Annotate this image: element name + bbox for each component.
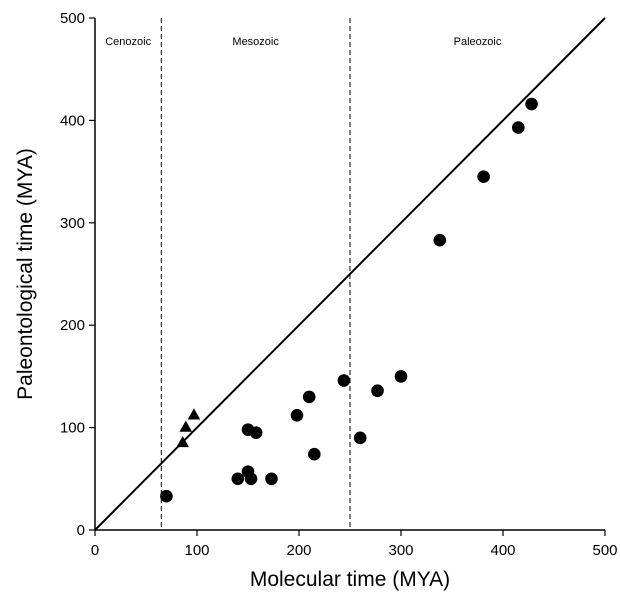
era-label: Mesozoic — [232, 36, 279, 48]
y-tick-label: 0 — [77, 522, 85, 539]
y-tick-label: 100 — [60, 420, 85, 437]
circle-point — [160, 489, 173, 503]
circle-point — [302, 390, 316, 404]
x-axis-title: Molecular time (MYA) — [250, 568, 450, 591]
x-tick-label: 300 — [388, 542, 413, 559]
circle-point — [525, 97, 538, 111]
data-points — [160, 97, 538, 503]
circle-point — [290, 409, 304, 422]
circle-point — [394, 370, 408, 383]
triangle-point — [187, 408, 201, 420]
x-tick-label: 200 — [286, 542, 311, 559]
x-tick-label: 400 — [490, 542, 515, 559]
x-axis-ticks: 0 100 200 300 400 500 — [91, 530, 618, 559]
circle-point — [249, 426, 263, 440]
era-label: Cenozoic — [105, 36, 151, 48]
y-tick-label: 400 — [60, 112, 85, 129]
triangle-point — [179, 420, 193, 432]
circle-point — [433, 233, 447, 247]
circle-point — [244, 472, 258, 486]
circle-point — [337, 374, 351, 387]
triangle-point — [176, 435, 190, 448]
x-tick-label: 0 — [91, 542, 99, 559]
y-tick-label: 500 — [60, 10, 85, 27]
circle-point — [265, 472, 278, 486]
circle-point — [308, 447, 321, 461]
circle-point — [231, 472, 245, 486]
era-label: Paleozoic — [454, 36, 502, 48]
circle-point — [353, 431, 367, 445]
circle-point — [371, 384, 384, 398]
y-tick-label: 200 — [60, 317, 85, 334]
plot-frame — [94, 18, 605, 531]
era-labels: Cenozoic Mesozoic Paleozoic — [105, 36, 502, 48]
y-tick-label: 300 — [60, 215, 85, 232]
era-boundaries — [160, 18, 351, 530]
circle-point — [477, 170, 490, 184]
x-tick-label: 500 — [592, 542, 617, 559]
circle-point — [512, 121, 525, 134]
x-tick-label: 100 — [184, 542, 209, 559]
y-axis-title: Paleontological time (MYA) — [14, 148, 37, 400]
y-axis-ticks: 0 100 200 300 400 500 — [60, 10, 95, 539]
